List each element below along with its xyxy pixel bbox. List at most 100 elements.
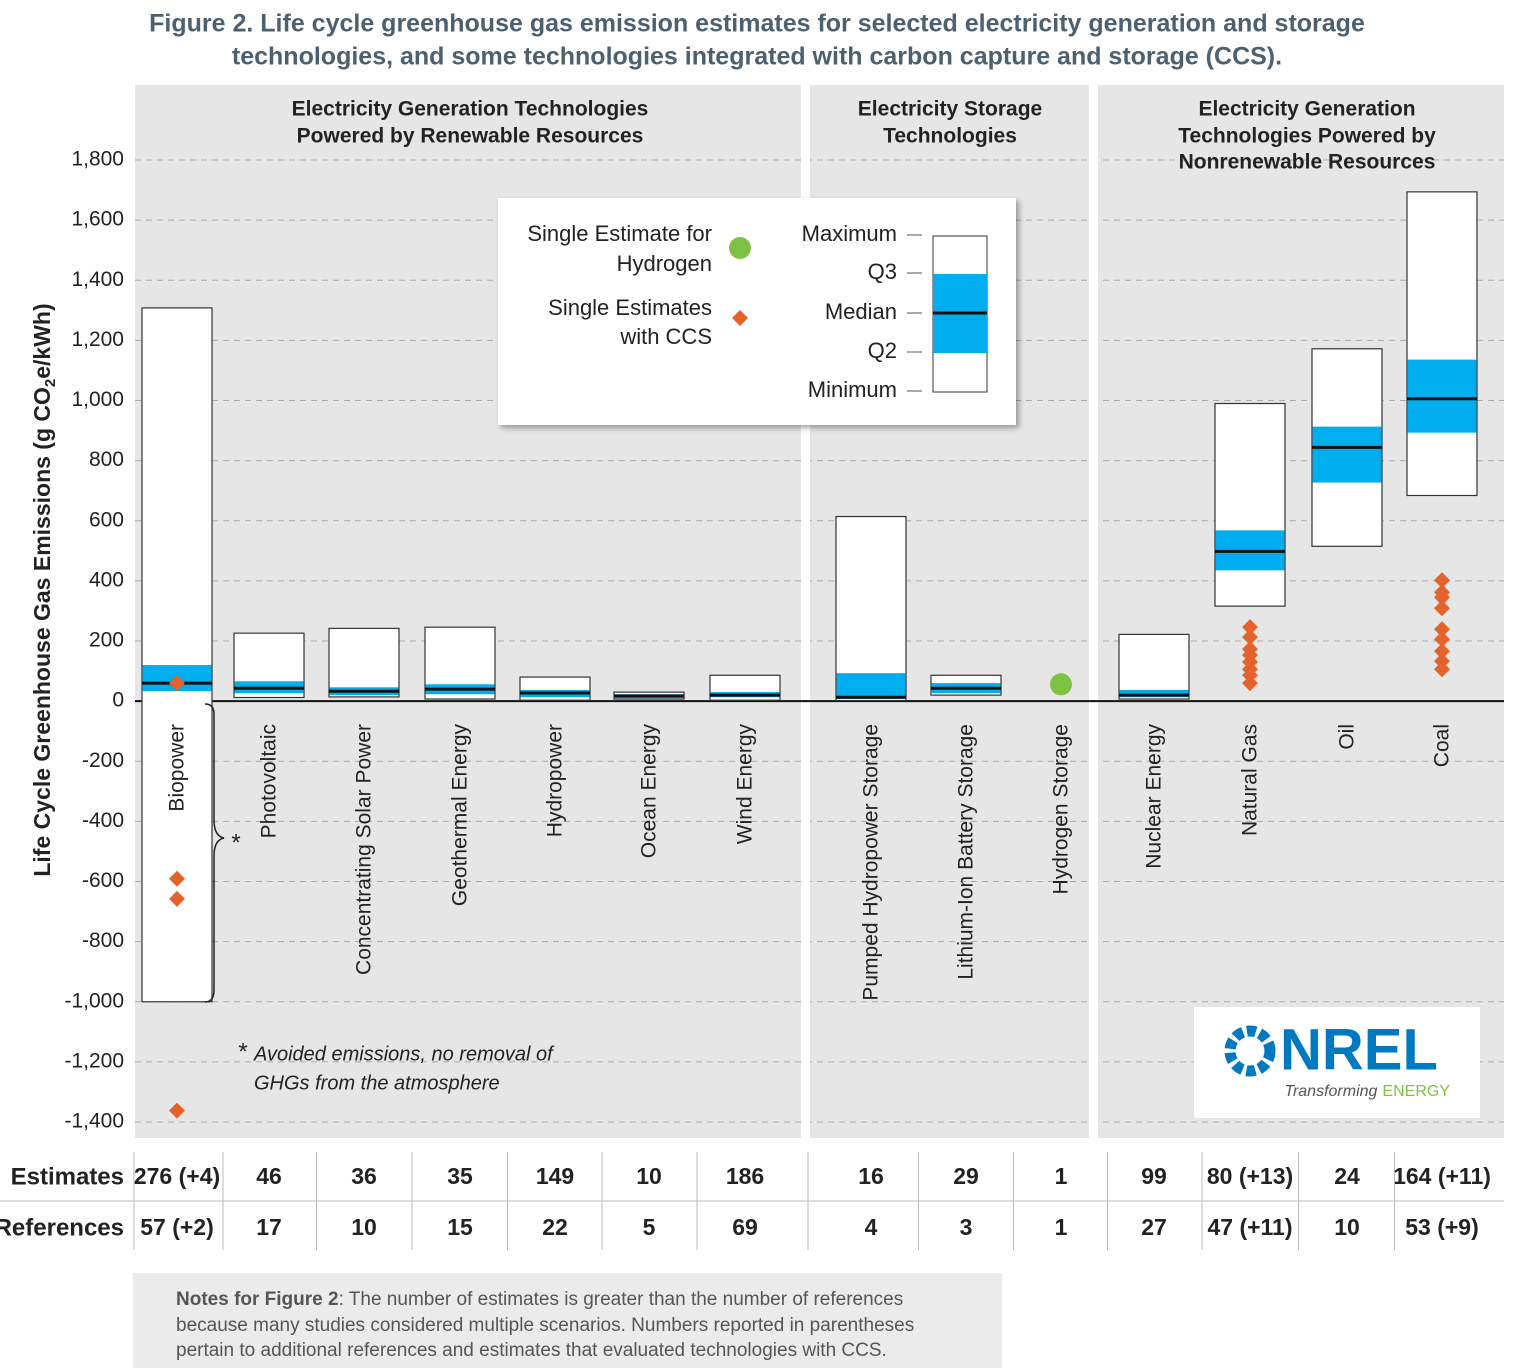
table-cell: 3 — [960, 1214, 973, 1240]
table-cell: 4 — [865, 1214, 878, 1240]
legend-rows: Maximum Q3 Median Q2 Minimum — [802, 221, 922, 402]
section-title: Electricity Generation Technologies — [292, 98, 649, 121]
legend-label: Hydrogen — [617, 251, 712, 276]
y-axis-title-part: Life Cycle Greenhouse Gas Emissions (g C… — [29, 387, 55, 877]
table-cell: 5 — [643, 1214, 656, 1240]
category-label: Concentrating Solar Power — [353, 724, 376, 975]
y-tick-label: 1,200 — [71, 328, 124, 351]
ccs-point — [1434, 621, 1450, 638]
category-label: Hydropower — [544, 724, 567, 837]
y-tick-label: 200 — [89, 629, 124, 652]
box-range — [835, 515, 907, 702]
marks — [135, 191, 1504, 1119]
notes: Notes for Figure 2: The number of estima… — [176, 1289, 903, 1310]
box-range — [1214, 402, 1286, 607]
table-row-label: References — [0, 1214, 124, 1241]
y-tick-label: -600 — [82, 869, 124, 892]
category-label: Oil — [1336, 724, 1359, 750]
box-range — [1406, 191, 1478, 497]
section-title: Electricity Generation — [1198, 98, 1415, 121]
table-cell: 69 — [732, 1214, 758, 1240]
annotation: GHGs from the atmosphere — [254, 1072, 500, 1094]
y-tick-label: 1,600 — [71, 208, 124, 231]
section-title: Powered by Renewable Resources — [297, 125, 644, 148]
table-cell: 99 — [1141, 1163, 1167, 1189]
table-cell: 10 — [1334, 1214, 1360, 1240]
ccs-point — [1434, 572, 1450, 589]
box-iqr — [1119, 690, 1189, 698]
annotation-mark: * — [238, 1038, 247, 1065]
ccs-point — [1434, 643, 1450, 660]
y-tick-label: -1,400 — [64, 1110, 124, 1133]
box-iqr — [1407, 359, 1477, 433]
chart-title: Figure 2. Life cycle greenhouse gas emis… — [149, 10, 1365, 38]
table-cell: 47 (+11) — [1207, 1214, 1292, 1240]
category-label: Ocean Energy — [638, 724, 661, 859]
box-range — [1118, 633, 1190, 700]
notes-line: : The number of estimates is greater tha… — [339, 1289, 904, 1310]
legend-label: Minimum — [808, 377, 897, 402]
y-axis-title: Life Cycle Greenhouse Gas Emissions (g C… — [29, 303, 59, 876]
table: Estimates 276 (+4) 46 36 35 149 10 186 16 29 1 99 80… — [0, 1152, 1504, 1250]
y-tick-label: -800 — [82, 929, 124, 952]
table-cell: 15 — [447, 1214, 473, 1240]
y-axis-title-sub: 2 — [42, 379, 59, 387]
table-cell: 164 (+11) — [1393, 1163, 1491, 1189]
table-cell: 1 — [1055, 1214, 1068, 1240]
category-label: Coal — [1431, 724, 1454, 767]
section-title: Nonrenewable Resources — [1179, 151, 1436, 174]
table-cell: 57 (+2) — [140, 1214, 214, 1240]
notes-heading: Notes for Figure 2 — [176, 1289, 339, 1310]
box-range — [328, 627, 400, 698]
y-tick-label: 400 — [89, 568, 124, 591]
ccs-point — [1434, 600, 1450, 617]
bracket-mark: * — [231, 829, 240, 856]
category-label: Photovoltaic — [258, 724, 281, 838]
logo-tagline: Transforming ENERGY — [1284, 1083, 1450, 1100]
logo: NREL Transforming ENERGY — [1194, 1007, 1480, 1118]
legend-label: Single Estimates — [548, 295, 712, 320]
legend: Single Estimate for Hydrogen Single Esti… — [498, 198, 1016, 425]
legend-swatch — [732, 310, 748, 326]
table-cell: 53 (+9) — [1405, 1214, 1479, 1240]
logo-tagline-part: Transforming — [1284, 1083, 1377, 1100]
legend-swatch — [729, 237, 751, 259]
category-label: Nuclear Energy — [1143, 724, 1166, 869]
y-tick-label: 1,800 — [71, 148, 124, 171]
table-cell: 36 — [351, 1163, 377, 1189]
grid — [135, 159, 1504, 1123]
legend-box — [498, 198, 1016, 425]
ccs-point — [1242, 619, 1258, 636]
category-label: Hydrogen Storage — [1050, 724, 1073, 894]
ccs-point — [169, 870, 185, 887]
legend-label: Q3 — [868, 259, 897, 284]
category-label: Wind Energy — [734, 724, 757, 845]
table-cell: 27 — [1141, 1214, 1167, 1240]
table-cell: 16 — [858, 1163, 884, 1189]
ccs-point — [1242, 675, 1258, 692]
category-label: Biopower — [166, 724, 189, 812]
table-cell: 35 — [447, 1163, 473, 1189]
section-title: Technologies Powered by — [1178, 125, 1436, 148]
y-tick-label: 1,400 — [71, 268, 124, 291]
ccs-point — [169, 890, 185, 907]
box-iqr — [1312, 426, 1382, 483]
legend-label: Q2 — [868, 338, 897, 363]
table-cell: 10 — [351, 1214, 377, 1240]
ccs-point — [1434, 589, 1450, 606]
section-divider — [1089, 85, 1098, 1138]
table-cell: 46 — [256, 1163, 282, 1189]
y-tick-label: -200 — [82, 749, 124, 772]
ccs-point — [1434, 661, 1450, 678]
hydrogen-point — [1050, 673, 1072, 696]
table-cell: 10 — [636, 1163, 662, 1189]
notes-box — [133, 1273, 1002, 1368]
y-tick-label: -1,200 — [64, 1049, 124, 1072]
ccs-point — [1434, 631, 1450, 648]
table-cell: 22 — [542, 1214, 568, 1240]
category-label: Pumped Hydropower Storage — [860, 724, 883, 1001]
category-label: Natural Gas — [1239, 724, 1262, 836]
logo-box — [1194, 1007, 1480, 1118]
y-tick-label: 0 — [112, 689, 124, 712]
legend-label: Median — [825, 299, 897, 324]
